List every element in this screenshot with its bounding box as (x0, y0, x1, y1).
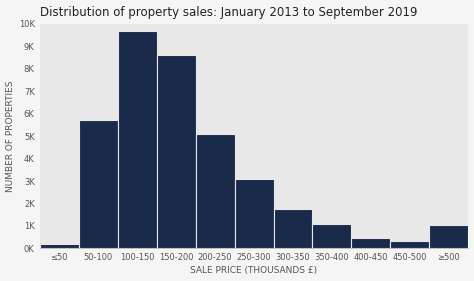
Bar (79, 121, 118, 248)
X-axis label: SALE PRICE (THOUSANDS £): SALE PRICE (THOUSANDS £) (191, 266, 318, 275)
Bar (156, 55, 196, 248)
Bar (118, 31, 156, 248)
Bar (273, 209, 312, 248)
Bar (196, 134, 235, 248)
Bar (40, 244, 79, 248)
Bar (235, 179, 273, 248)
Bar (429, 225, 468, 248)
Bar (391, 241, 429, 248)
Text: Distribution of property sales: January 2013 to September 2019: Distribution of property sales: January … (40, 6, 417, 19)
Bar (312, 224, 352, 248)
Y-axis label: NUMBER OF PROPERTIES: NUMBER OF PROPERTIES (6, 80, 15, 192)
Bar (352, 238, 391, 248)
